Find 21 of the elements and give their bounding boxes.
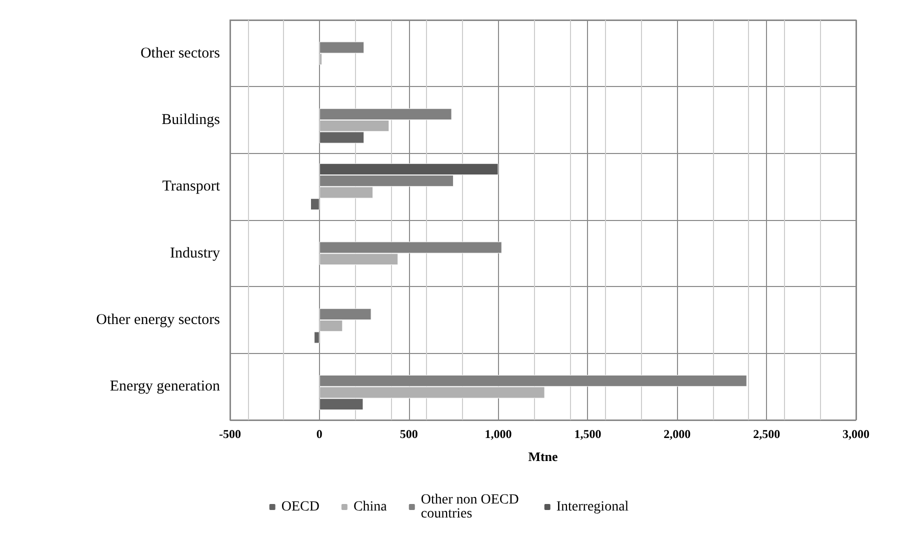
x-tick-label: 500 (400, 427, 418, 441)
y-tick-label: Energy generation (110, 378, 220, 395)
legend-label: Other non OECD countries (420, 492, 522, 522)
x-tick-label: 1,500 (574, 427, 602, 441)
y-tick-label: Other sectors (140, 45, 220, 62)
x-tick-label: 2,500 (753, 427, 780, 441)
bar (314, 332, 320, 344)
y-tick-label: Industry (170, 245, 220, 262)
y-tick-label: Buildings (162, 112, 220, 128)
x-tick-label: 3,000 (842, 427, 870, 441)
x-tick-label: 0 (316, 427, 322, 441)
legend-label: China (353, 500, 388, 514)
x-tick-label: 2,000 (664, 427, 691, 441)
legend-label: Interregional (556, 500, 629, 514)
x-axis-title: Mtne (528, 449, 558, 464)
x-tick-label: 1,000 (484, 427, 512, 441)
y-tick-label: Other energy sectors (96, 312, 220, 328)
y-tick-label: Transport (162, 178, 221, 195)
bar (310, 198, 320, 210)
legend-label: OECD (281, 500, 320, 514)
x-tick-label: -500 (219, 427, 241, 441)
